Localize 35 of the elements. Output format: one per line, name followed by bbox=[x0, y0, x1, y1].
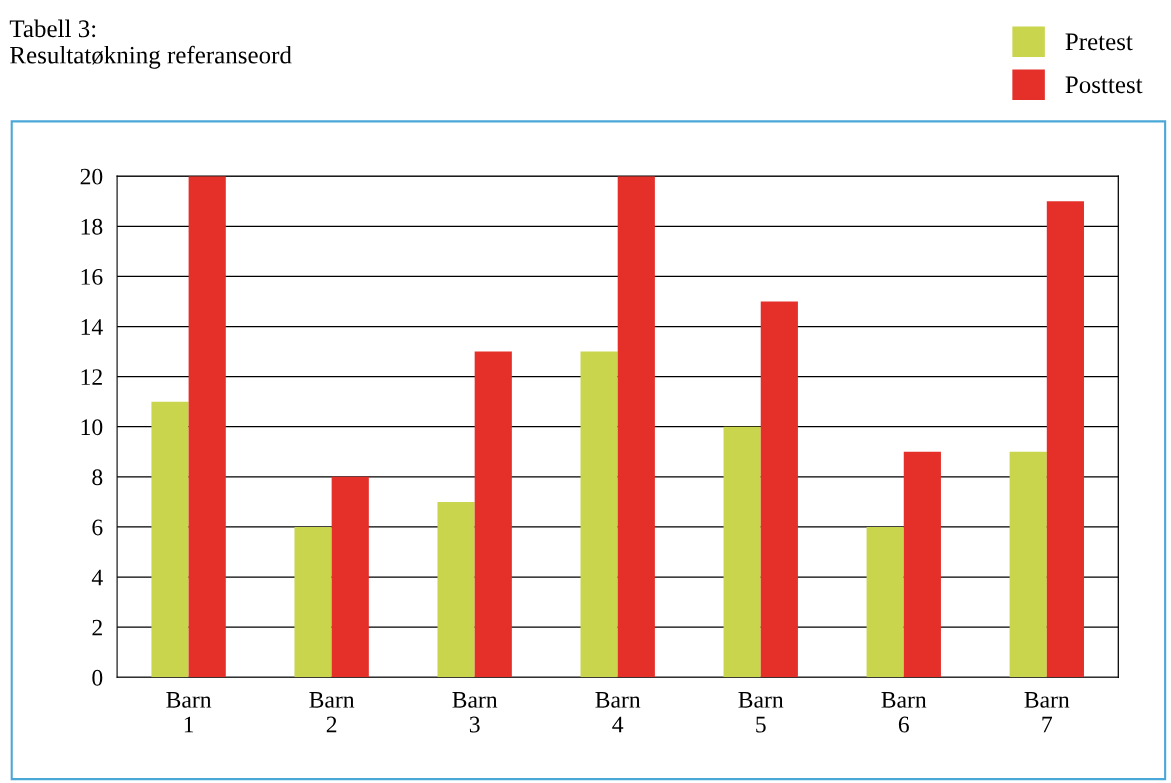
legend-label: Posttest bbox=[1065, 76, 1143, 94]
bar bbox=[188, 176, 226, 678]
bar bbox=[437, 501, 475, 678]
x-tick-label: Barn 4 bbox=[595, 692, 641, 733]
x-tick-label: Barn 3 bbox=[452, 692, 498, 733]
bar bbox=[866, 526, 904, 678]
bar bbox=[294, 526, 332, 678]
bar bbox=[331, 476, 369, 678]
y-tick-label: 4 bbox=[91, 569, 103, 586]
bar bbox=[1046, 201, 1084, 678]
y-tick-label: 18 bbox=[81, 218, 103, 235]
y-tick-label: 12 bbox=[81, 369, 102, 385]
y-tick-label: 2 bbox=[92, 619, 102, 636]
y-tick-label: 14 bbox=[81, 319, 103, 335]
chart-title: Tabell 3: Resultatøkning referanseord bbox=[9, 19, 292, 69]
bar bbox=[723, 426, 761, 678]
bar bbox=[151, 401, 189, 678]
bar bbox=[474, 351, 512, 678]
x-tick-label: Barn 6 bbox=[881, 692, 927, 733]
bar bbox=[617, 176, 655, 678]
y-tick-label: 20 bbox=[80, 168, 103, 185]
x-tick-label: Barn 7 bbox=[1024, 692, 1070, 733]
x-tick-label: Barn 2 bbox=[309, 692, 355, 733]
bar bbox=[760, 301, 798, 678]
bar bbox=[903, 451, 941, 678]
bar bbox=[1009, 451, 1047, 678]
x-tick-label: Barn 5 bbox=[738, 692, 784, 733]
bar bbox=[580, 351, 618, 678]
y-tick-label: 6 bbox=[92, 519, 103, 536]
y-tick-label: 16 bbox=[81, 268, 103, 285]
y-tick-label: 0 bbox=[92, 669, 103, 686]
legend-label: Pretest bbox=[1065, 33, 1133, 51]
y-tick-label: 8 bbox=[92, 469, 103, 486]
y-tick-label: 10 bbox=[81, 419, 103, 436]
x-tick-label: Barn 1 bbox=[166, 692, 212, 733]
